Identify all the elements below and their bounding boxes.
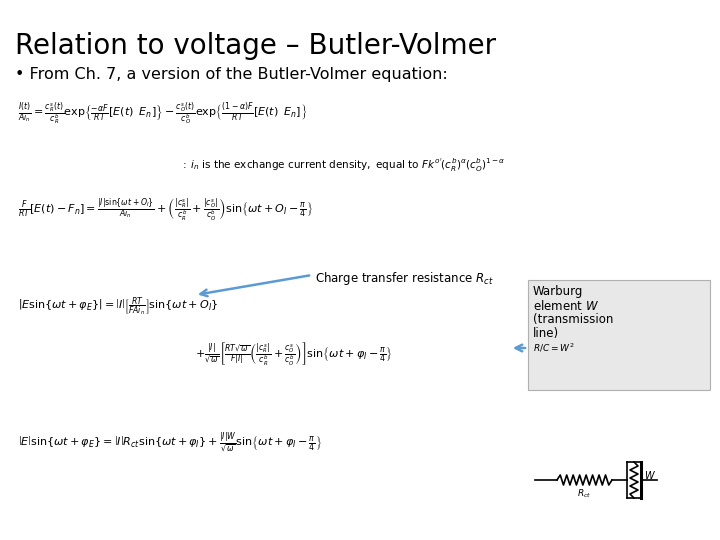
FancyBboxPatch shape xyxy=(528,280,710,390)
Text: Charge transfer resistance $R_{ct}$: Charge transfer resistance $R_{ct}$ xyxy=(315,270,494,287)
Text: $W$: $W$ xyxy=(644,469,656,481)
Text: line): line) xyxy=(533,327,559,340)
Text: $\frac{F}{RT}\left[E(t)-F_n\right] = \frac{|I|\sin\!\left\{\omega t+O_I\right\}}: $\frac{F}{RT}\left[E(t)-F_n\right] = \fr… xyxy=(18,196,313,222)
Text: Relation to voltage – Butler-Volmer: Relation to voltage – Butler-Volmer xyxy=(15,32,496,60)
Text: $\left|E\right|\sin\!\left\{\omega t+\varphi_E\right\} = \left|I\right|R_{ct}\si: $\left|E\right|\sin\!\left\{\omega t+\va… xyxy=(18,430,322,455)
Text: $R_{ct}$: $R_{ct}$ xyxy=(577,488,592,501)
Text: $:\; i_n \mathrm{\ is\ the\ exchange\ current\ density,\ equal\ to\ } Fk^{o'}(c_: $:\; i_n \mathrm{\ is\ the\ exchange\ cu… xyxy=(180,157,505,174)
Text: $+\frac{|I|}{\sqrt{\omega}}\left[\frac{RT\sqrt{\omega}}{F|I|}\left(\frac{\left|c: $+\frac{|I|}{\sqrt{\omega}}\left[\frac{R… xyxy=(195,340,393,367)
Text: $\frac{I(t)}{Ai_n} = \frac{c_R^s(t)}{c_R^b}\exp\!\left\{\frac{-\alpha F}{RT}\lef: $\frac{I(t)}{Ai_n} = \frac{c_R^s(t)}{c_R… xyxy=(18,100,307,127)
Text: Warburg: Warburg xyxy=(533,285,583,298)
Text: element $W$: element $W$ xyxy=(533,299,599,313)
Text: $\left|E\sin\!\left\{\omega t + \varphi_E\right\}\right| = \left|I\right|\left[\: $\left|E\sin\!\left\{\omega t + \varphi_… xyxy=(18,295,218,318)
Text: • From Ch. 7, a version of the Butler-Volmer equation:: • From Ch. 7, a version of the Butler-Vo… xyxy=(15,67,448,82)
Text: $R/C = W^2$: $R/C = W^2$ xyxy=(533,342,575,354)
Text: (transmission: (transmission xyxy=(533,313,613,326)
